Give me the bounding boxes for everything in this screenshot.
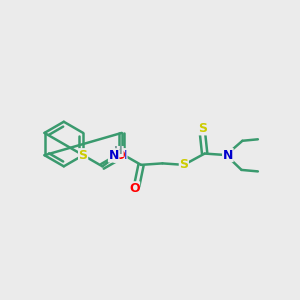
Text: S: S [179, 158, 188, 171]
Text: S: S [198, 122, 207, 135]
Text: O: O [114, 149, 125, 162]
Text: N: N [109, 149, 119, 162]
Text: S: S [79, 149, 88, 162]
Text: N: N [116, 149, 127, 162]
Text: N: N [223, 148, 233, 162]
Text: H: H [114, 146, 123, 157]
Text: O: O [129, 182, 140, 195]
